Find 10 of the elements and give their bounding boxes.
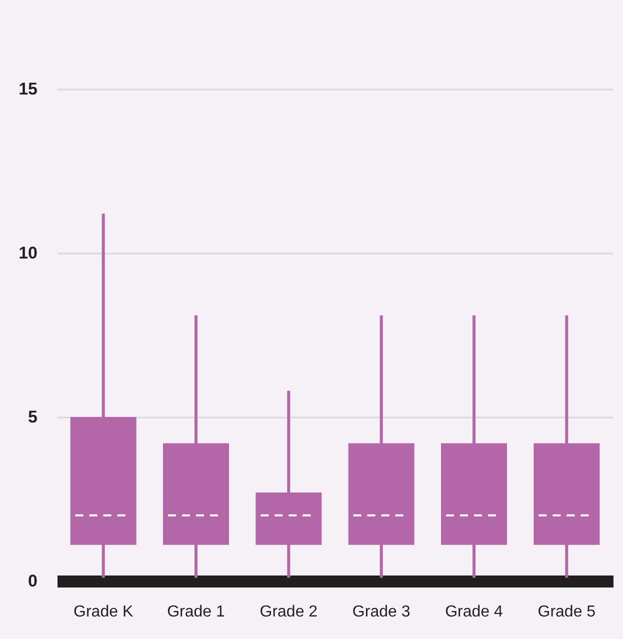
x-tick-label: Grade 5 — [538, 604, 596, 620]
y-tick-label: 0 — [28, 572, 38, 590]
y-tick-label: 10 — [18, 244, 38, 262]
x-tick-label: Grade K — [74, 604, 134, 620]
x-tick-label: Grade 2 — [260, 604, 318, 620]
y-tick-label: 5 — [28, 408, 38, 426]
x-tick-label: Grade 1 — [167, 604, 226, 620]
y-tick-label: 15 — [18, 80, 38, 98]
x-tick-label: Grade 4 — [445, 604, 504, 620]
x-tick-label: Grade 3 — [352, 604, 410, 620]
